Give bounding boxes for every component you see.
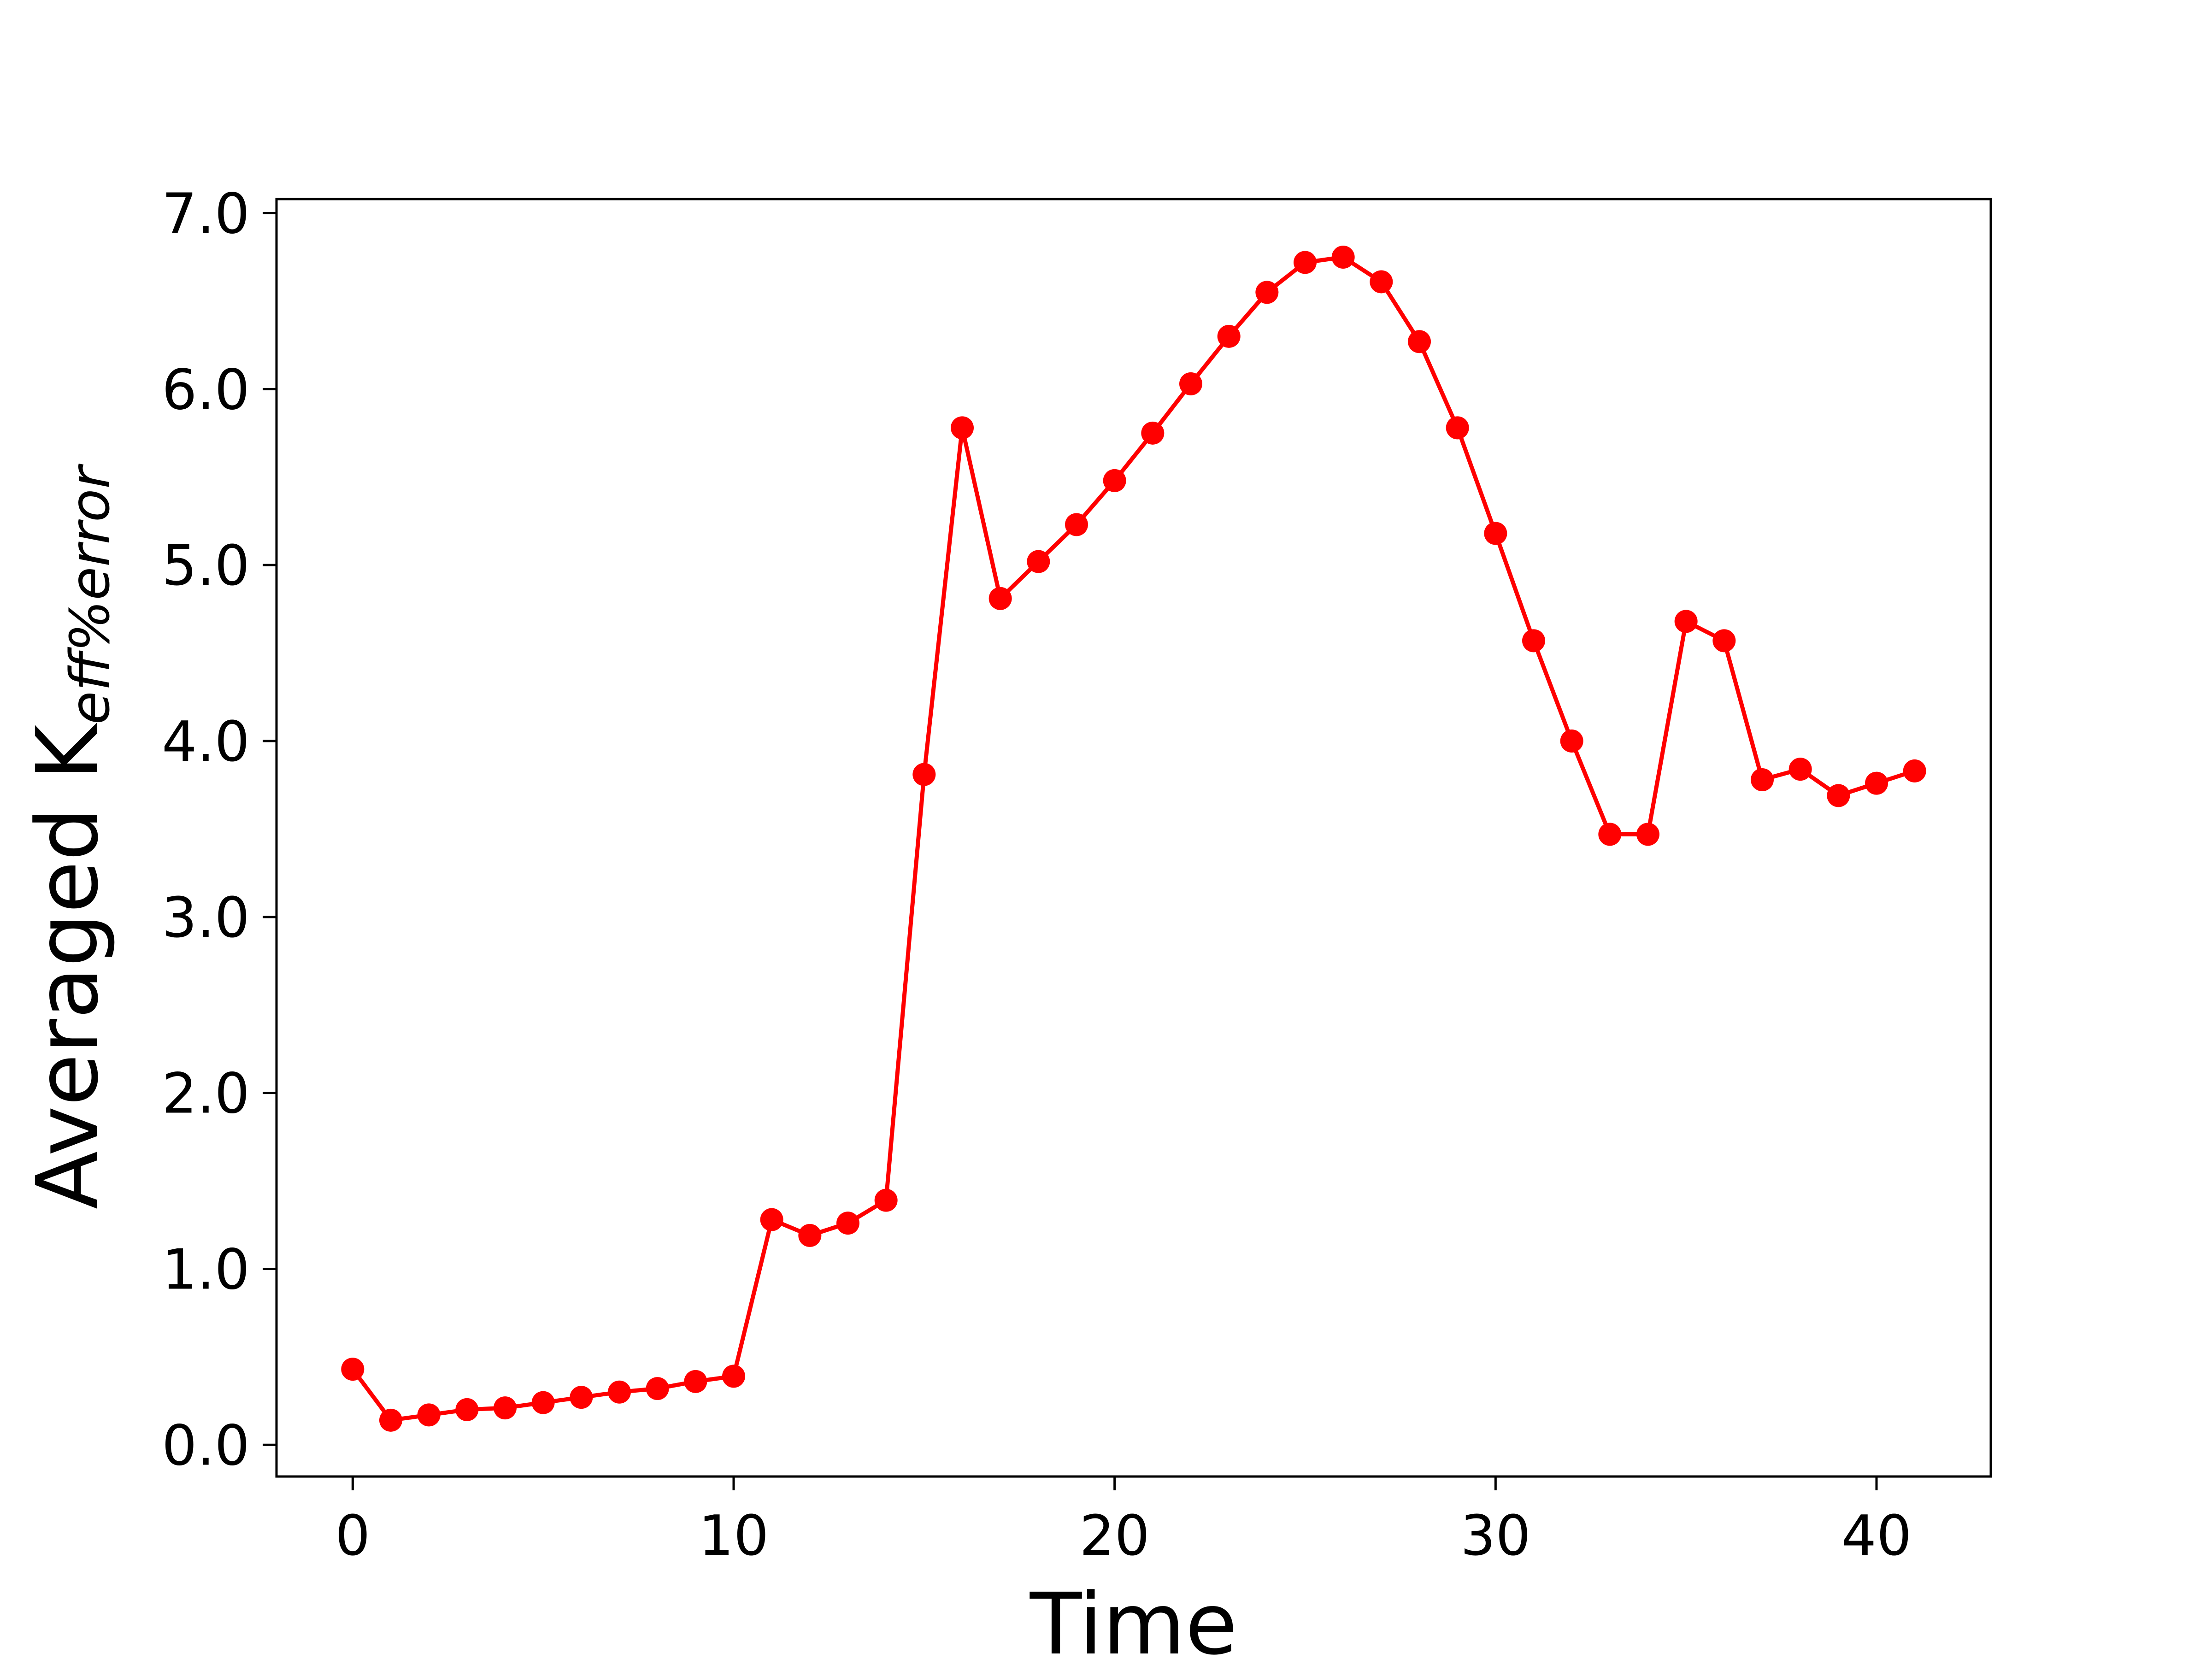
data-point [951, 416, 974, 440]
data-point [874, 1188, 898, 1212]
data-point [570, 1386, 593, 1409]
data-point [1560, 729, 1583, 753]
data-point [1522, 629, 1545, 653]
data-point [417, 1403, 441, 1427]
x-axis-title: Time [1030, 1575, 1237, 1659]
y-tick-label: 3.0 [162, 886, 250, 950]
axis-ticks: 0 10 20 30 40 0.0 1.0 2.0 3.0 4.0 5.0 6.0 7.0 [162, 182, 1912, 1568]
y-axis-title-subscript: eff%error [58, 464, 122, 725]
data-point [1255, 281, 1279, 304]
data-point [1179, 372, 1202, 395]
data-point [1865, 771, 1888, 795]
data-point [1712, 629, 1736, 653]
data-point [341, 1358, 365, 1381]
plot-frame [275, 198, 1992, 1478]
data-point [1636, 823, 1659, 846]
data-point [684, 1370, 707, 1393]
data-point [988, 587, 1012, 610]
y-tick-label: 2.0 [162, 1062, 250, 1126]
y-tick-label: 0.0 [162, 1414, 250, 1478]
x-tick-label: 10 [699, 1504, 769, 1568]
x-tick-label: 40 [1841, 1504, 1912, 1568]
data-point [1903, 759, 1926, 782]
data-point [1827, 784, 1850, 807]
y-axis-title-main: Averaged K [18, 723, 117, 1209]
data-point [531, 1391, 555, 1414]
y-tick-label: 1.0 [162, 1238, 250, 1302]
data-point [1331, 246, 1355, 269]
data-point [1751, 768, 1774, 791]
data-point [912, 763, 936, 786]
data-point [1294, 251, 1317, 274]
y-tick-label: 5.0 [162, 534, 250, 598]
data-point [1141, 421, 1165, 445]
data-point [1446, 416, 1469, 440]
x-tick-label: 30 [1460, 1504, 1531, 1568]
y-tick-label: 7.0 [162, 182, 250, 247]
y-axis-title: Averaged Keff%error [18, 464, 122, 1209]
data-point [646, 1377, 669, 1400]
data-point [1370, 270, 1393, 294]
data-point [608, 1380, 631, 1404]
data-point [1788, 758, 1812, 781]
series-layer [341, 246, 1926, 1432]
data-point [722, 1365, 745, 1388]
data-point [379, 1408, 402, 1432]
y-tick-label: 4.0 [162, 710, 250, 774]
data-point [455, 1398, 479, 1421]
data-point [1598, 823, 1622, 846]
y-tick-label: 6.0 [162, 358, 250, 422]
x-tick-label: 20 [1079, 1504, 1150, 1568]
data-point [798, 1224, 822, 1247]
data-point [1103, 469, 1126, 492]
data-point [760, 1208, 783, 1231]
data-point [1065, 513, 1088, 536]
x-tick-label: 0 [335, 1504, 370, 1568]
data-point [1408, 330, 1431, 353]
data-point [1484, 522, 1507, 545]
data-point [1027, 550, 1050, 573]
data-point [494, 1396, 517, 1420]
data-point [836, 1212, 859, 1235]
data-point [1674, 610, 1698, 633]
data-point [1217, 324, 1241, 348]
